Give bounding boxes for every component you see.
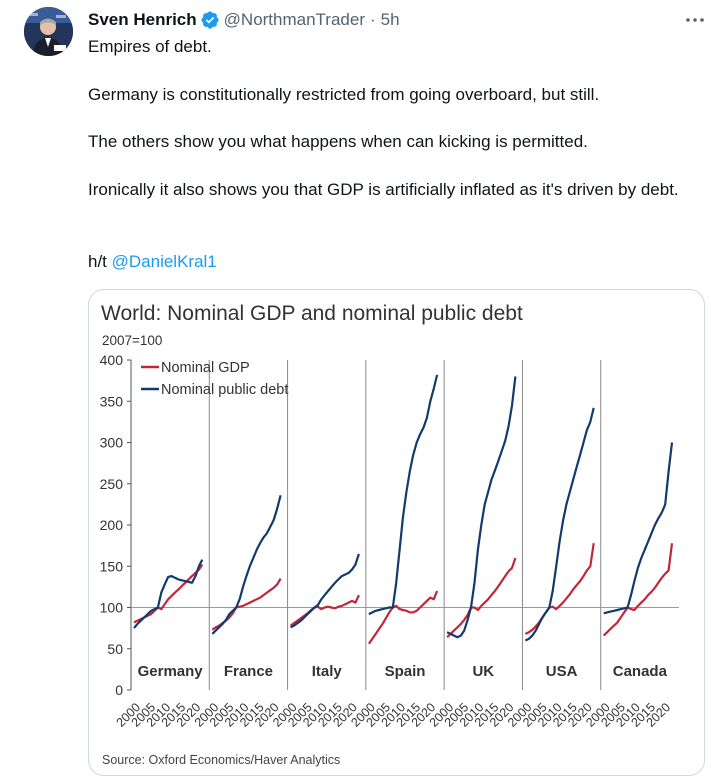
verified-badge-icon[interactable] [200, 10, 220, 30]
hat-tip-line: h/t @DanielKral1 [88, 250, 698, 274]
tweet-time[interactable]: 5h [380, 10, 400, 29]
series-debt-spain [368, 374, 439, 616]
y-axis: 0 50 100 150 200 250 300 350 400 [100, 352, 131, 698]
avatar-image [24, 7, 73, 56]
series-debt-usa [524, 407, 595, 642]
legend-label: Nominal GDP [161, 360, 250, 376]
series-debt-france [211, 495, 282, 635]
chart-series [133, 374, 674, 645]
tweet-text-line-1: Empires of debt. [88, 37, 212, 56]
chart: World: Nominal GDP and nominal public de… [100, 302, 679, 767]
panel-label-germany: Germany [138, 663, 204, 680]
chart-source: Source: Oxford Economics/Haver Analytics [102, 753, 340, 767]
y-tick-label: 100 [100, 600, 124, 616]
tweet-text-line-4: Ironically it also shows you that GDP is… [88, 180, 679, 199]
legend-label: Nominal public debt [161, 382, 288, 398]
chart-image-card[interactable]: World: Nominal GDP and nominal public de… [88, 289, 705, 776]
author-name[interactable]: Sven Henrich [88, 10, 197, 29]
y-tick-label: 150 [100, 558, 124, 574]
author-handle[interactable]: @NorthmanTrader [223, 10, 365, 29]
x-axis: 2000200520102015202020002005201020152020… [114, 700, 674, 730]
y-tick-label: 0 [115, 682, 123, 698]
series-gdp-germany [133, 563, 204, 624]
mention-link[interactable]: @DanielKral1 [111, 252, 217, 271]
y-tick-label: 350 [100, 393, 124, 409]
series-debt-uk [446, 376, 517, 639]
hat-tip-prefix: h/t [88, 252, 112, 271]
tweet-text-line-3: The others show you what happens when ca… [88, 132, 588, 151]
chart-subtitle: 2007=100 [102, 333, 162, 348]
series-gdp-canada [602, 543, 674, 637]
tweet-header: Sven Henrich @NorthmanTrader · 5h [88, 9, 400, 31]
more-options-icon[interactable] [683, 10, 707, 30]
panel-label-usa: USA [546, 663, 578, 680]
avatar[interactable] [24, 7, 73, 56]
panel-labels: Germany France Italy Spain UK USA Canada [138, 663, 668, 680]
panel-label-france: France [224, 663, 273, 680]
y-tick-label: 250 [100, 476, 124, 492]
chart-title: World: Nominal GDP and nominal public de… [101, 302, 523, 325]
tweet-text-line-2: Germany is constitutionally restricted f… [88, 85, 600, 104]
series-gdp-spain [367, 590, 439, 645]
series-debt-canada [603, 442, 674, 615]
series-debt-germany [133, 559, 204, 629]
separator-dot: · [370, 10, 376, 29]
series-gdp-france [211, 578, 282, 631]
y-tick-label: 50 [107, 641, 123, 657]
panel-label-italy: Italy [312, 663, 343, 680]
series-gdp-italy [289, 594, 360, 627]
y-tick-label: 300 [100, 435, 124, 451]
panel-label-canada: Canada [613, 663, 668, 680]
series-gdp-usa [524, 543, 595, 635]
series-debt-italy [290, 553, 360, 629]
chart-grid [130, 360, 679, 690]
chart-legend: Nominal GDP Nominal public debt [141, 360, 288, 398]
y-tick-label: 400 [100, 352, 124, 368]
panel-label-uk: UK [472, 663, 494, 680]
y-tick-label: 200 [100, 517, 124, 533]
panel-label-spain: Spain [385, 663, 426, 680]
series-gdp-uk [446, 557, 517, 639]
